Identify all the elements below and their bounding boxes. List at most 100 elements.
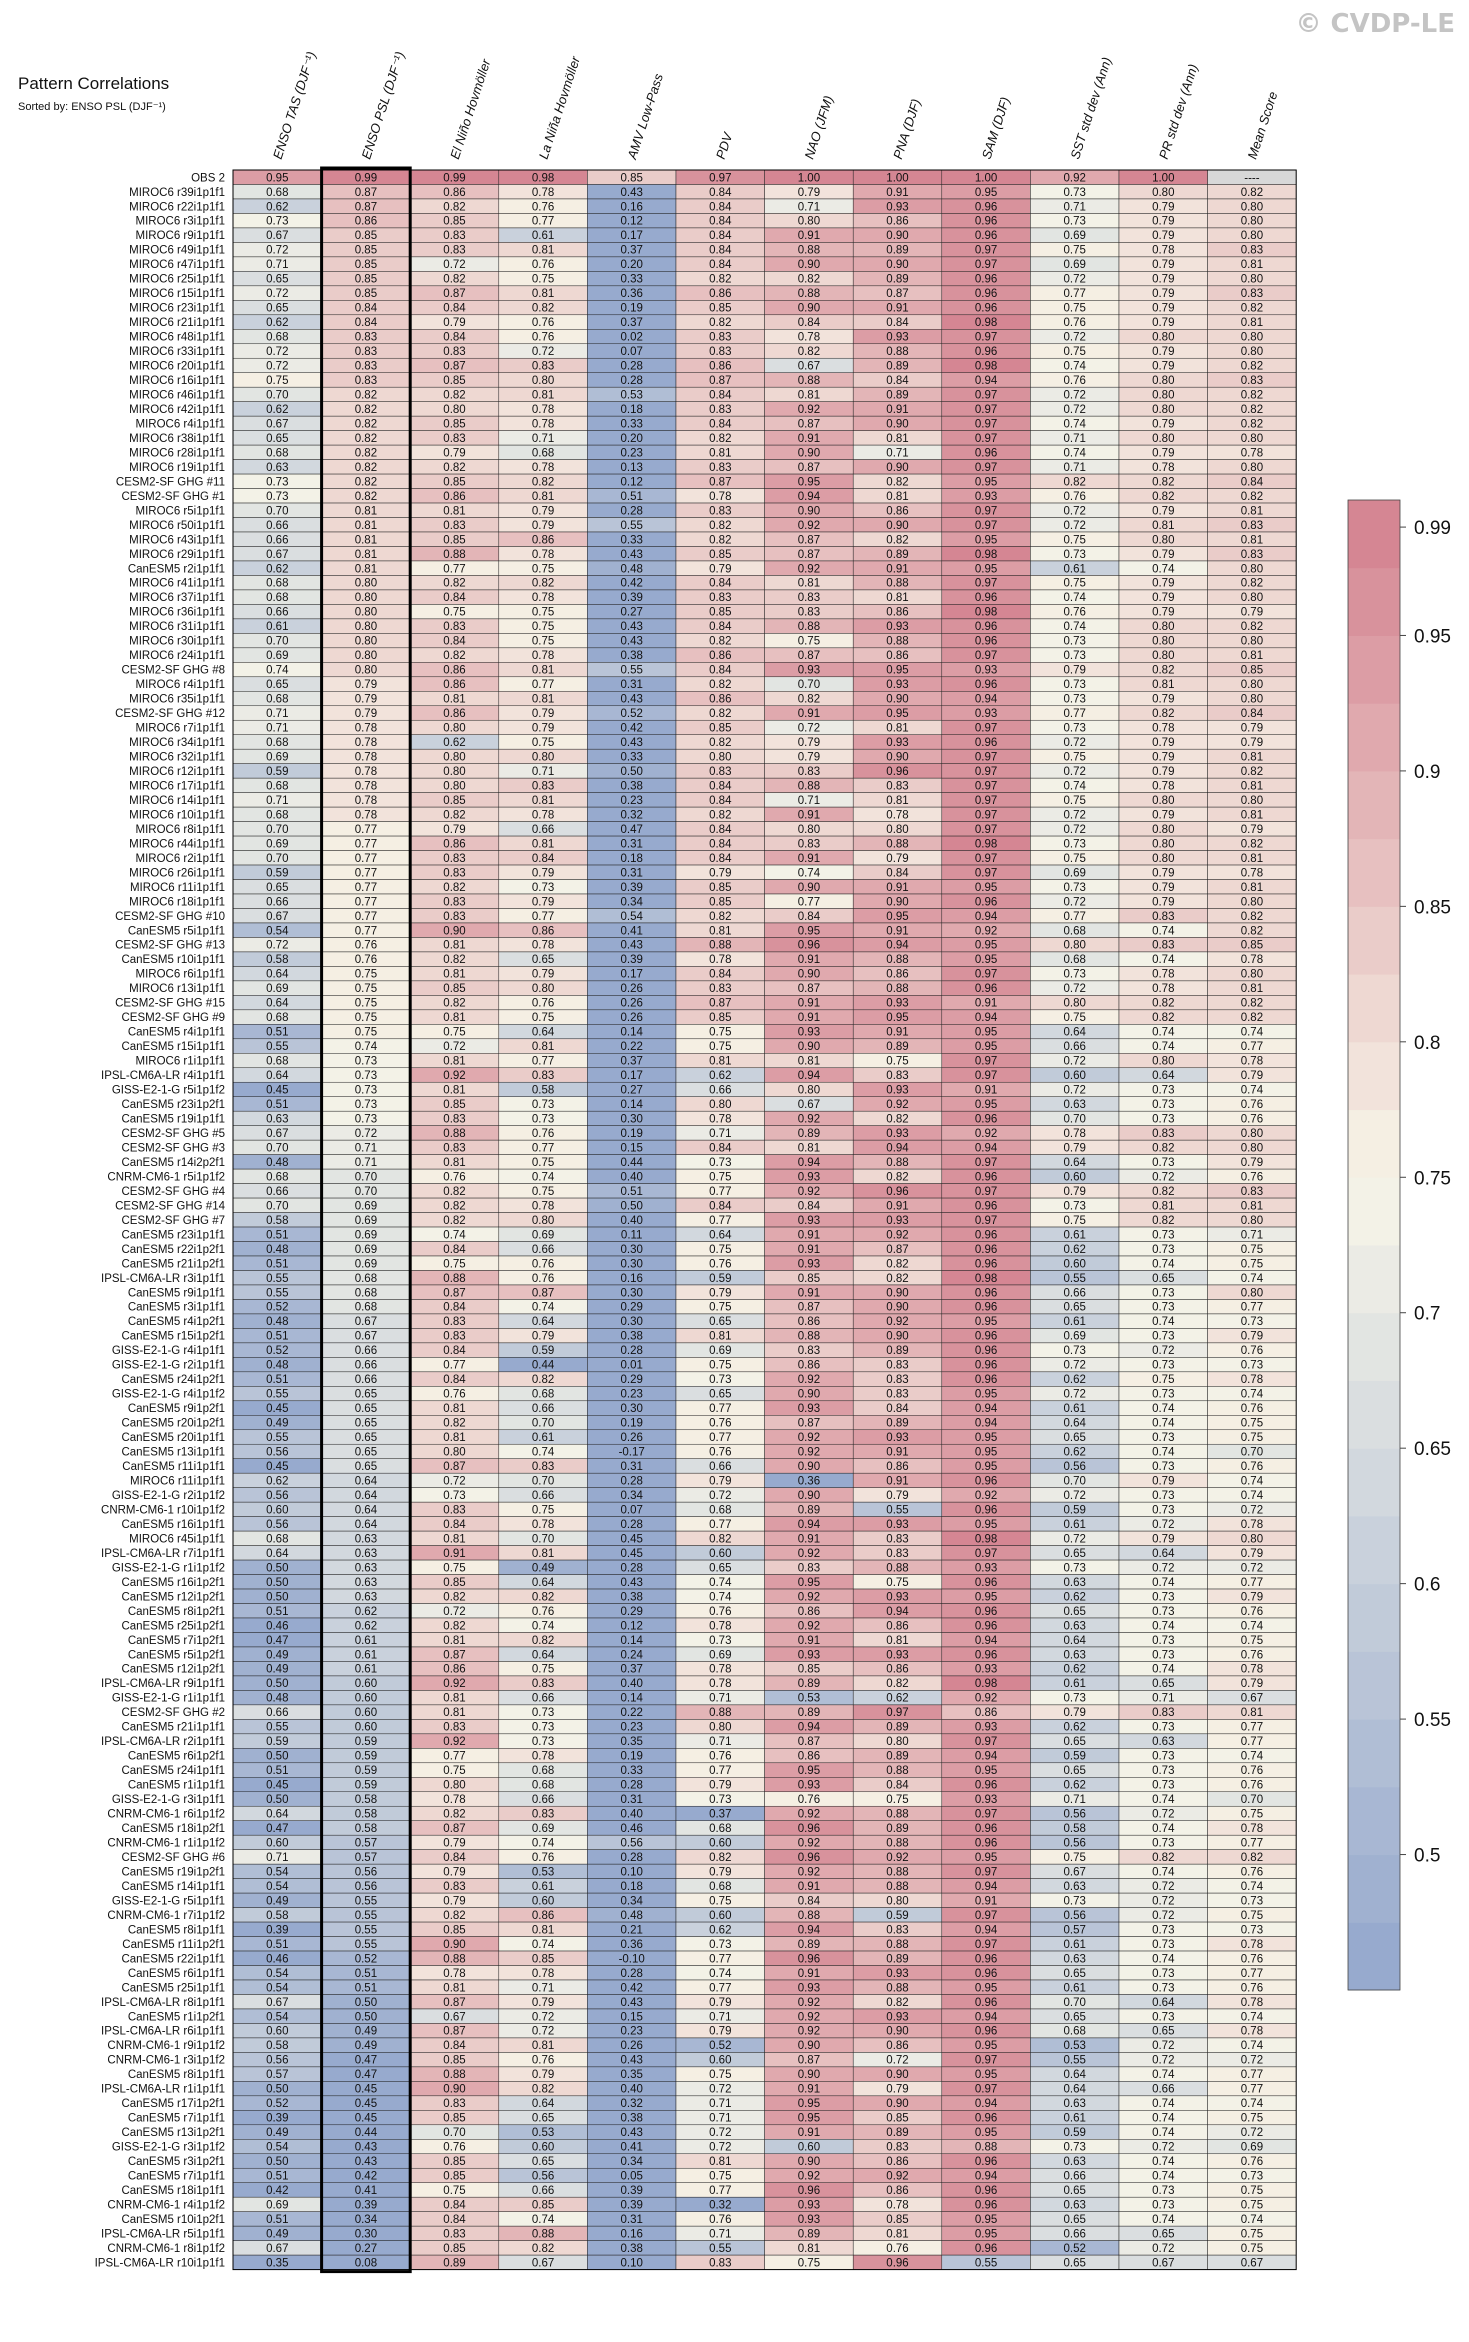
cell-value: 0.38 <box>621 650 643 662</box>
cell-value: 0.82 <box>1241 766 1263 778</box>
cell-value: 0.84 <box>709 1142 732 1154</box>
cell-value: 0.95 <box>975 1041 997 1053</box>
row-label: CNRM-CM6-1 r3i1p1f2 <box>107 2055 225 2067</box>
colorbar-tick-label: 0.65 <box>1414 1439 1451 1460</box>
cell-value: 0.48 <box>266 1157 288 1169</box>
cell-value: 0.94 <box>975 1881 998 1893</box>
cell-value: 0.92 <box>798 1374 820 1386</box>
cell-value: 0.76 <box>532 201 554 213</box>
cell-value: 0.43 <box>621 549 643 561</box>
cell-value: 0.63 <box>355 1577 377 1589</box>
cell-value: 0.87 <box>798 983 820 995</box>
colorbar-segment <box>1348 974 1400 1043</box>
cell-value: 0.85 <box>1241 665 1263 677</box>
cell-value: 0.82 <box>709 679 731 691</box>
cell-value: 0.80 <box>1241 216 1263 228</box>
cell-value: 0.58 <box>355 1794 377 1806</box>
cell-value: 0.86 <box>798 1316 820 1328</box>
cell-value: 0.82 <box>443 201 465 213</box>
cell-value: 0.75 <box>443 1258 465 1270</box>
cell-value: 0.72 <box>532 2011 554 2023</box>
cell-value: 0.64 <box>532 1649 555 1661</box>
cell-value: 0.23 <box>621 2026 643 2038</box>
cell-value: 0.79 <box>532 723 554 735</box>
cell-value: 0.86 <box>886 969 908 981</box>
cell-value: 0.75 <box>355 983 377 995</box>
cell-value: 0.65 <box>1064 1606 1086 1618</box>
cell-value: 0.83 <box>886 1533 908 1545</box>
cell-value: 0.39 <box>621 592 643 604</box>
row-label: CNRM-CM6-1 r8i1p1f2 <box>107 2243 225 2255</box>
cell-value: 0.93 <box>886 1519 908 1531</box>
cell-value: 0.71 <box>1064 462 1086 474</box>
cell-value: 0.66 <box>1152 2084 1174 2096</box>
row-label: CanESM5 r16i1p1f1 <box>121 1519 225 1531</box>
cell-value: 0.94 <box>798 1722 821 1734</box>
row-label: MIROC6 r17i1p1f1 <box>129 780 225 792</box>
cell-value: 0.87 <box>798 2055 820 2067</box>
cell-value: 0.87 <box>443 2026 465 2038</box>
cell-value: 0.83 <box>709 2257 731 2269</box>
cell-value: 0.73 <box>1241 1316 1263 1328</box>
cell-value: 0.64 <box>1152 1548 1175 1560</box>
cell-value: 0.84 <box>443 303 466 315</box>
cell-value: 0.97 <box>975 404 997 416</box>
cell-value: 0.67 <box>266 418 288 430</box>
cell-value: 0.55 <box>621 665 643 677</box>
cell-value: 0.81 <box>532 2040 554 2052</box>
cell-value: 0.47 <box>266 1635 288 1647</box>
cell-value: 0.51 <box>266 2214 288 2226</box>
cell-value: 0.85 <box>798 1273 820 1285</box>
cell-value: 0.77 <box>532 1142 554 1154</box>
cell-value: 0.28 <box>621 1780 643 1792</box>
cell-value: 0.75 <box>532 607 554 619</box>
cell-value: 0.95 <box>975 1316 997 1328</box>
cell-value: 0.80 <box>1152 853 1174 865</box>
cell-value: 0.78 <box>1152 969 1174 981</box>
cell-value: 0.50 <box>355 2011 377 2023</box>
cell-value: 0.83 <box>1152 911 1174 923</box>
cell-value: 0.69 <box>355 1258 377 1270</box>
cell-value: 0.77 <box>355 838 377 850</box>
cell-value: 0.85 <box>443 2113 465 2125</box>
cell-value: 0.32 <box>621 2098 643 2110</box>
cell-value: 0.66 <box>709 1085 731 1097</box>
cell-value: 0.81 <box>443 1707 465 1719</box>
cell-value: ---- <box>1244 172 1259 184</box>
cell-value: 0.40 <box>621 1171 643 1183</box>
cell-value: 0.97 <box>975 1866 997 1878</box>
cell-value: 0.82 <box>532 1635 554 1647</box>
cell-value: 0.78 <box>709 1113 731 1125</box>
cell-value: 0.71 <box>709 2098 731 2110</box>
cell-value: 0.80 <box>1152 1056 1174 1068</box>
cell-value: 0.92 <box>798 1432 820 1444</box>
cell-value: 0.79 <box>443 317 465 329</box>
cell-value: 0.74 <box>532 1837 555 1849</box>
cell-value: 0.28 <box>621 1968 643 1980</box>
cell-value: 0.43 <box>621 1997 643 2009</box>
cell-value: 0.95 <box>975 1852 997 1864</box>
cell-value: 0.74 <box>1241 1751 1264 1763</box>
cell-value: 0.74 <box>1241 1027 1264 1039</box>
cell-value: 0.20 <box>621 433 643 445</box>
cell-value: 0.66 <box>1064 1041 1086 1053</box>
cell-value: 0.97 <box>975 809 997 821</box>
cell-value: 0.85 <box>1241 940 1263 952</box>
cell-value: 0.65 <box>266 274 288 286</box>
cell-value: 0.84 <box>532 853 555 865</box>
cell-value: 0.66 <box>266 1186 288 1198</box>
cell-value: 0.83 <box>443 433 465 445</box>
cell-value: 0.96 <box>975 896 997 908</box>
cell-value: 0.75 <box>886 1794 908 1806</box>
cell-value: 0.75 <box>532 1664 554 1676</box>
cell-value: 0.81 <box>886 592 908 604</box>
cell-value: 0.78 <box>532 592 554 604</box>
cell-value: 0.65 <box>1064 1302 1086 1314</box>
cell-value: 0.74 <box>1152 1258 1175 1270</box>
cell-value: 0.74 <box>1152 1316 1175 1328</box>
cell-value: 0.87 <box>443 1823 465 1835</box>
cell-value: 0.64 <box>266 1809 289 1821</box>
colorbar-tick-label: 0.8 <box>1414 1033 1440 1054</box>
cell-value: 0.58 <box>355 1809 377 1821</box>
cell-value: 0.82 <box>532 2243 554 2255</box>
